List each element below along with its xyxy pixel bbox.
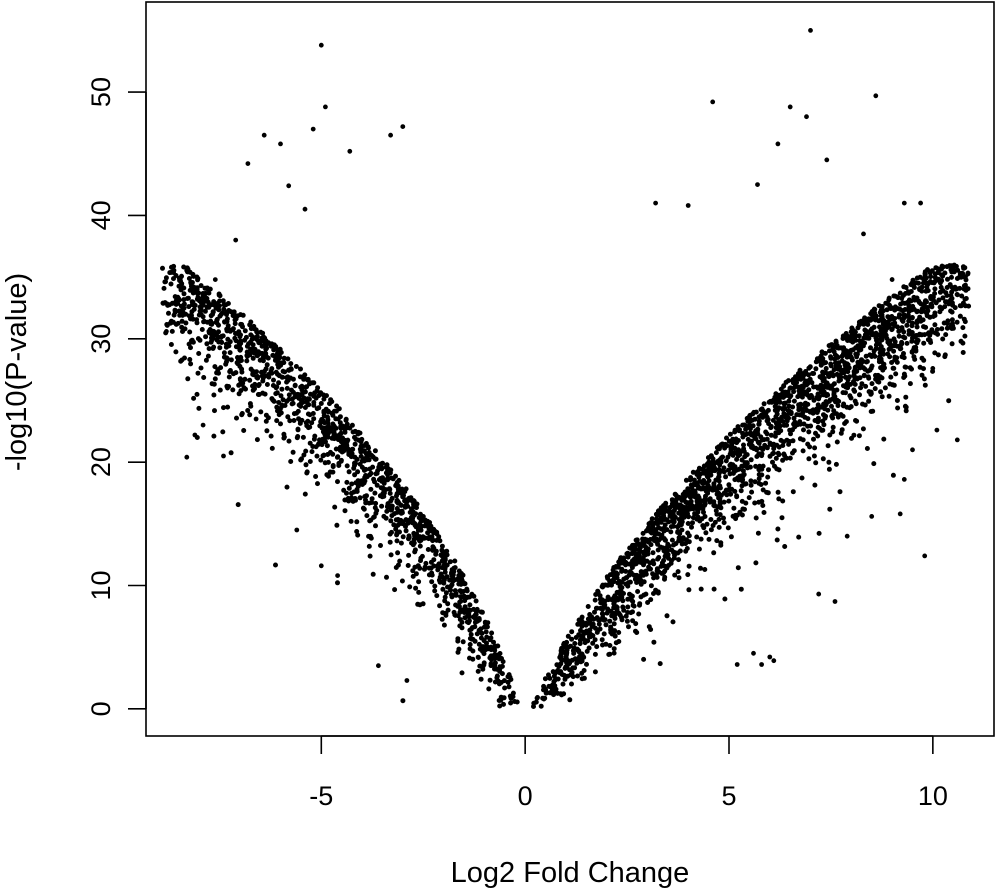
y-tick-label: 0: [86, 701, 116, 716]
x-tick-label: 5: [721, 781, 736, 811]
y-tick-label: 50: [86, 77, 116, 107]
y-axis-title: -log10(P-value): [1, 273, 33, 471]
x-tick-label: 0: [518, 781, 533, 811]
data-points: [160, 28, 972, 709]
y-tick-label: 10: [86, 570, 116, 600]
y-tick-label: 20: [86, 447, 116, 477]
x-axis-title: Log2 Fold Change: [451, 857, 690, 889]
y-tick-label: 40: [86, 200, 116, 230]
x-tick-label: -5: [309, 781, 333, 811]
scatter-point: [160, 28, 972, 709]
y-tick-label: 30: [86, 324, 116, 354]
x-tick-label: 10: [918, 781, 948, 811]
y-axis: 0 10 20 30 40 50: [86, 77, 147, 716]
x-axis: -5 0 5 10: [309, 735, 948, 811]
